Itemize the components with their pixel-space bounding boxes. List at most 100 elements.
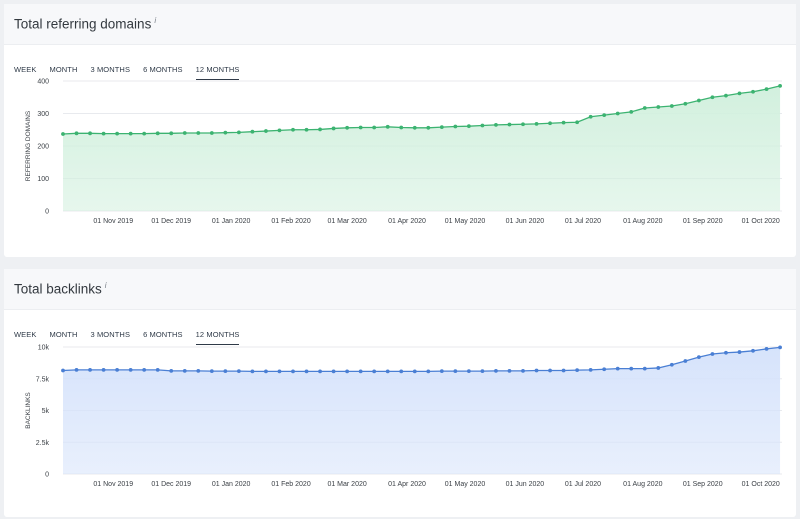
tab-month[interactable]: MONTH — [49, 330, 78, 339]
data-point — [101, 367, 106, 372]
data-point — [277, 369, 282, 374]
data-point — [372, 125, 377, 130]
y-tick-label: 5k — [42, 408, 50, 415]
data-point — [142, 367, 147, 372]
data-point — [466, 124, 471, 129]
data-point — [209, 131, 214, 135]
x-tick-label: 01 Apr 2020 — [388, 218, 426, 225]
info-icon[interactable]: i — [104, 281, 107, 290]
data-point — [439, 125, 444, 130]
tab-12-months[interactable]: 12 MONTHS — [195, 65, 240, 80]
data-point — [696, 98, 701, 103]
x-tick-label: 01 Oct 2020 — [742, 218, 780, 225]
data-point — [710, 95, 715, 100]
y-tick-label: 0 — [45, 209, 49, 216]
tab-12-months[interactable]: 12 MONTHS — [195, 330, 240, 345]
x-tick-label: 01 Dec 2019 — [151, 218, 191, 225]
data-point — [710, 352, 715, 356]
card-header: Total referring domains i — [4, 4, 796, 45]
data-point — [182, 368, 187, 373]
data-point — [196, 131, 201, 135]
y-tick-label: 100 — [37, 176, 49, 183]
card-header: Total backlinks i — [4, 269, 796, 310]
card-title-text: Total backlinks — [14, 281, 102, 297]
x-tick-label: 01 Mar 2020 — [327, 218, 366, 225]
data-point — [507, 122, 512, 127]
data-point — [331, 126, 336, 131]
tab-6-months[interactable]: 6 MONTHS — [143, 330, 183, 339]
data-point — [453, 124, 458, 129]
data-point — [764, 347, 769, 351]
data-point — [426, 369, 431, 374]
data-point — [439, 369, 444, 374]
data-point — [669, 104, 674, 108]
data-point — [561, 368, 566, 373]
data-point — [169, 131, 174, 136]
data-point — [155, 367, 160, 372]
data-point — [155, 131, 160, 136]
data-point — [764, 87, 769, 92]
y-axis-label: REFERRING DOMAINS — [25, 110, 32, 181]
data-point — [318, 127, 322, 132]
x-tick-label: 01 Oct 2020 — [742, 481, 780, 488]
tab-week[interactable]: WEEK — [14, 65, 37, 74]
data-point — [277, 128, 282, 133]
tab-6-months[interactable]: 6 MONTHS — [143, 65, 183, 74]
data-point — [548, 121, 552, 126]
y-tick-label: 7.5k — [36, 376, 50, 383]
data-point — [642, 366, 647, 371]
data-point — [223, 130, 228, 135]
x-tick-label: 01 Jun 2020 — [506, 481, 545, 488]
data-point — [250, 129, 255, 134]
tab-week[interactable]: WEEK — [14, 330, 37, 339]
data-point — [236, 369, 241, 374]
data-point — [480, 369, 485, 374]
x-tick-label: 01 Aug 2020 — [623, 481, 662, 488]
tab-3-months[interactable]: 3 MONTHS — [90, 65, 131, 74]
data-point — [453, 369, 458, 374]
data-point — [521, 368, 525, 373]
data-point — [372, 369, 377, 374]
data-point — [724, 350, 728, 355]
data-point — [466, 369, 471, 374]
data-point — [426, 125, 431, 130]
tab-month[interactable]: MONTH — [49, 65, 78, 74]
x-tick-label: 01 Jan 2020 — [212, 218, 251, 225]
series-line — [62, 346, 781, 373]
data-point — [88, 367, 92, 372]
y-tick-label: 200 — [37, 144, 49, 151]
data-point — [602, 367, 607, 372]
data-point — [548, 368, 552, 373]
data-point — [494, 122, 498, 127]
series-area — [63, 85, 781, 211]
y-tick-label: 0 — [45, 472, 49, 479]
data-point — [142, 131, 147, 136]
data-point — [74, 367, 79, 372]
data-point — [656, 366, 661, 370]
data-point — [534, 122, 539, 126]
data-point — [561, 120, 566, 125]
data-point — [115, 131, 120, 136]
data-point — [724, 93, 728, 98]
data-point — [358, 369, 363, 374]
data-point — [196, 368, 201, 373]
data-point — [115, 367, 120, 372]
y-tick-label: 400 — [37, 79, 49, 86]
data-point — [209, 369, 214, 374]
data-point — [345, 125, 350, 130]
tab-3-months[interactable]: 3 MONTHS — [90, 330, 131, 339]
data-point — [399, 369, 404, 374]
data-point — [683, 359, 688, 363]
data-point — [291, 369, 295, 374]
data-point — [304, 369, 309, 374]
data-point — [751, 348, 755, 353]
info-icon[interactable]: i — [154, 16, 157, 25]
series-line — [62, 85, 781, 135]
data-point — [669, 362, 674, 367]
data-point — [88, 131, 92, 136]
data-point — [683, 101, 688, 106]
data-point — [61, 368, 65, 373]
data-point — [101, 131, 106, 136]
data-point — [521, 122, 525, 127]
data-point — [128, 131, 133, 136]
